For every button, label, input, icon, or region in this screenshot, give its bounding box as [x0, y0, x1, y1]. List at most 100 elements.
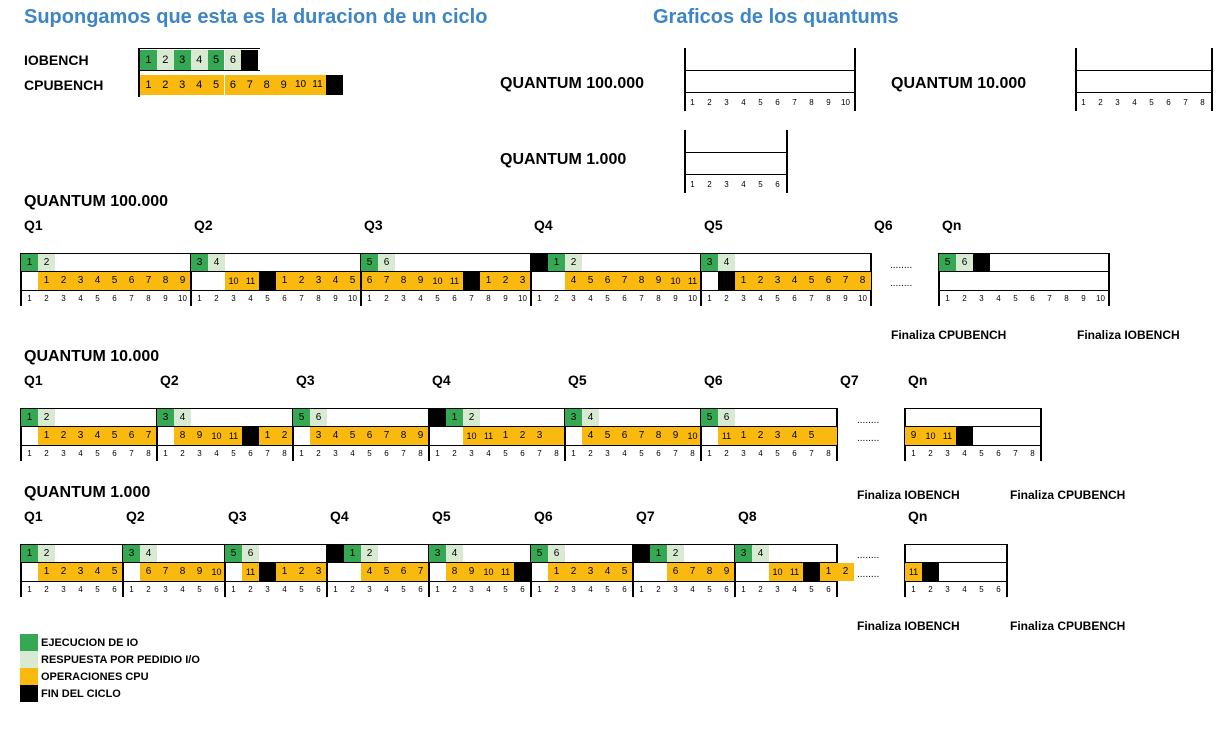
io-cell: 3	[123, 545, 140, 562]
tick-label: 3	[741, 449, 746, 458]
tick-label: 4	[690, 585, 695, 594]
cpu-row-bottom-line	[20, 445, 156, 446]
io-cell: 5	[225, 545, 242, 562]
tick-label: 1	[27, 294, 32, 303]
cpu-cell: 9	[191, 563, 208, 581]
cpu-cell: 1	[276, 563, 293, 581]
cpu-cell: 5	[207, 75, 225, 95]
q-label-10000-4: Q4	[432, 372, 451, 388]
io-cell: 1	[21, 254, 38, 271]
cpu-row-top-line	[734, 562, 836, 563]
tick-label: 5	[95, 294, 100, 303]
block-divider	[530, 544, 532, 597]
cpu-cell: 8	[174, 427, 191, 445]
cpu-cell: 4	[327, 427, 344, 445]
tick-label: 3	[197, 449, 202, 458]
cpu-cell: 4	[89, 427, 106, 445]
cpu-cell: 11	[684, 272, 701, 290]
cpu-cell: 11	[242, 272, 259, 290]
title-duration: Supongamos que esta es la duracion de un…	[24, 6, 488, 28]
cpu-cell: 9	[667, 427, 684, 445]
tick-label: 7	[299, 294, 304, 303]
tick-label: 2	[316, 449, 321, 458]
tick-label: 2	[554, 294, 559, 303]
tick-label: 2	[44, 294, 49, 303]
io-cell	[429, 409, 446, 426]
tick-label: 2	[452, 585, 457, 594]
io-row-top-line	[122, 544, 224, 545]
q-label-10000-2: Q2	[160, 372, 179, 388]
io-cell: 4	[174, 409, 191, 426]
io-row-top-line	[156, 408, 292, 409]
io-cell: 5	[939, 254, 956, 271]
empty-graph-1000-axis-right	[786, 130, 788, 193]
ellipsis: ........	[857, 550, 880, 561]
cpu-cell: 2	[752, 272, 769, 290]
tick-label: 10	[348, 294, 357, 303]
cpu-cell: 6	[361, 427, 378, 445]
empty-graph-1000-line	[684, 174, 786, 175]
io-row-top-line	[904, 408, 1040, 409]
io-row-top-line	[700, 408, 836, 409]
q-label-1000-3: Q3	[228, 508, 247, 524]
tick-label: 1	[231, 585, 236, 594]
cpu-cell: 9	[905, 427, 922, 445]
block-divider	[938, 253, 940, 306]
cpu-cell: 1	[140, 75, 157, 95]
empty-graph-label-100000: QUANTUM 100.000	[500, 75, 645, 92]
cycle-io-bottom-line	[138, 70, 260, 71]
tick-label: 7	[129, 449, 134, 458]
tick-label: 6	[214, 585, 219, 594]
cpu-cell: 8	[258, 75, 276, 95]
tick-label: 2	[724, 294, 729, 303]
block-divider	[564, 408, 566, 461]
cpu-cell	[259, 272, 276, 290]
empty-graph-10000-tick-label: 4	[1132, 98, 1137, 107]
cpu-cell: 11	[786, 563, 803, 581]
cpu-row-top-line	[360, 271, 530, 272]
cpu-cell: 6	[140, 563, 157, 581]
cpu-cell: 11	[497, 563, 514, 581]
legend-item-end: FIN DEL CICLO	[20, 685, 320, 702]
tick-label: 8	[418, 449, 423, 458]
cpu-cell: 8	[395, 272, 412, 290]
cpu-row-top-line	[292, 426, 428, 427]
finaliza-cpubench-10000: Finaliza CPUBENCH	[1010, 488, 1126, 502]
empty-graph-100000-tick-label: 9	[826, 98, 831, 107]
io-row-top-line	[700, 253, 870, 254]
io-row-top-line	[530, 253, 700, 254]
tick-label: 2	[214, 294, 219, 303]
tick-label: 6	[656, 449, 661, 458]
tick-label: 6	[792, 449, 797, 458]
block-divider	[20, 253, 22, 306]
tick-label: 1	[163, 449, 168, 458]
tick-label: 10	[178, 294, 187, 303]
io-row-top-line	[904, 544, 1006, 545]
io-row-top-line	[224, 544, 326, 545]
tick-label: 7	[1047, 294, 1052, 303]
cpu-cell: 2	[565, 563, 582, 581]
cpu-cell: 4	[786, 427, 803, 445]
tick-label: 2	[146, 585, 151, 594]
tick-label: 1	[639, 585, 644, 594]
empty-graph-1000-tick-label: 3	[724, 180, 729, 189]
cpu-row-bottom-line	[428, 581, 530, 582]
cpu-cell: 2	[55, 563, 72, 581]
tick-label: 1	[537, 294, 542, 303]
tick-label: 2	[588, 449, 593, 458]
tick-label: 6	[1030, 294, 1035, 303]
ellipsis: ........	[890, 260, 913, 271]
empty-graph-1000-tick-label: 2	[707, 180, 712, 189]
io-cell: 3	[191, 254, 208, 271]
io-cell: 5	[361, 254, 378, 271]
tick-label: 5	[401, 585, 406, 594]
cpu-cell: 10	[292, 75, 309, 95]
empty-graph-1000-tick-label: 6	[775, 180, 780, 189]
cpu-cell: 8	[633, 272, 650, 290]
cpu-cell	[820, 427, 837, 445]
cpu-cell: 1	[38, 563, 55, 581]
tick-label: 5	[265, 294, 270, 303]
cpu-cell: 3	[514, 272, 531, 290]
tick-label: 5	[775, 294, 780, 303]
cpu-cell: 7	[378, 272, 395, 290]
